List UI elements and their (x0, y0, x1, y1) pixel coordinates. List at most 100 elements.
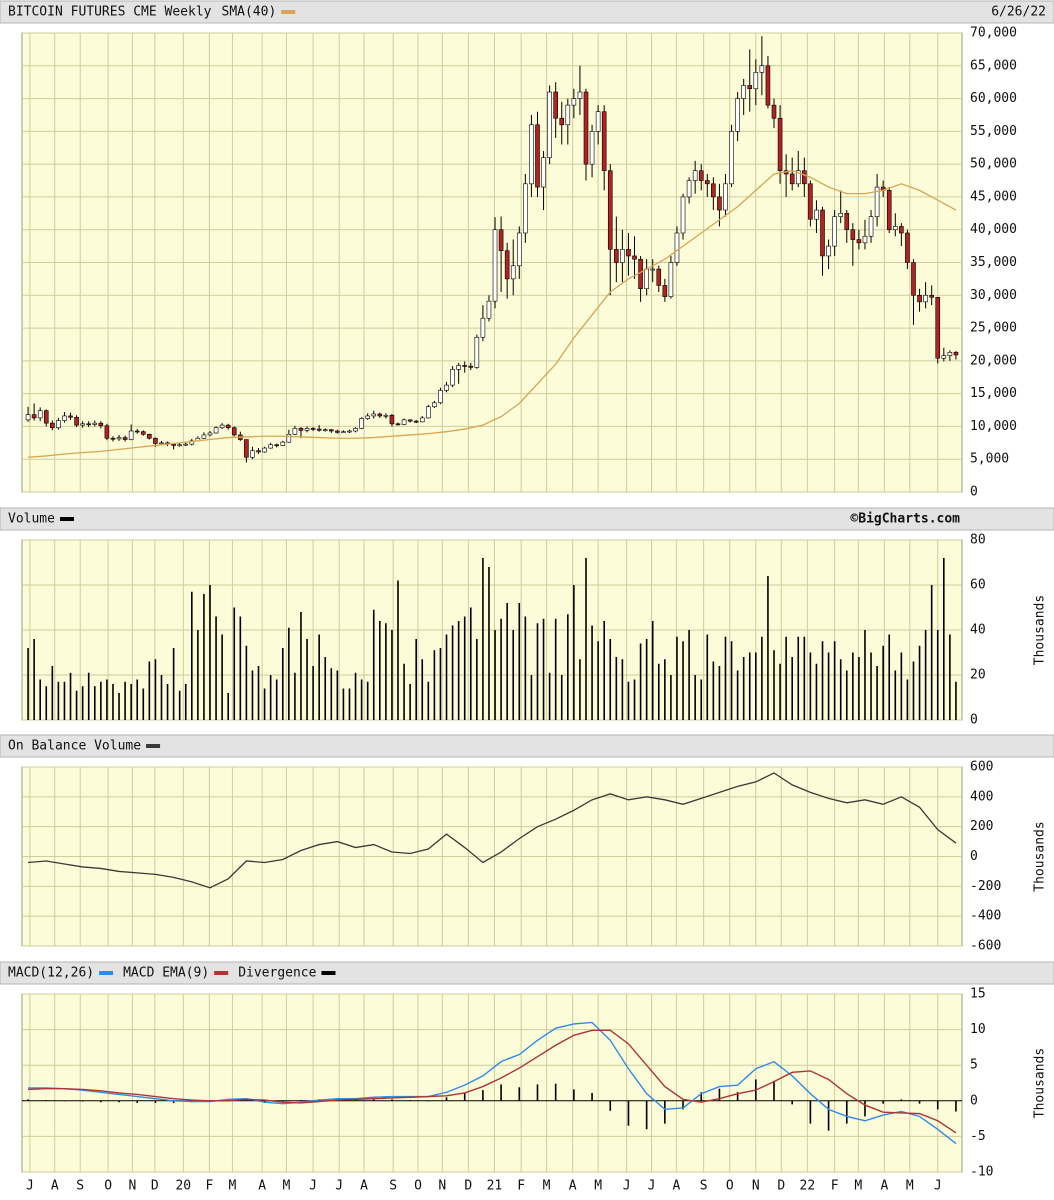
candle-body (765, 65, 771, 106)
x-tick-label: A (880, 1179, 888, 1194)
candle-body (389, 414, 395, 425)
x-tick-label: N (752, 1179, 760, 1194)
divergence-bar (700, 1092, 703, 1101)
divergence-bar (609, 1100, 612, 1111)
x-tick-label: 20 (175, 1179, 191, 1194)
y-tick-label: -600 (970, 939, 1001, 954)
volume-bar (845, 670, 848, 720)
volume-bar (882, 645, 884, 720)
volume-bar (554, 618, 557, 720)
candle-body (571, 98, 577, 106)
chart-title: BITCOIN FUTURES CME Weekly (8, 5, 212, 20)
x-tick-label: D (777, 1179, 785, 1194)
candle-body (110, 437, 116, 440)
candle-body (292, 428, 298, 435)
volume-bar (900, 652, 903, 720)
candle-body (704, 180, 710, 185)
divergence-bar (63, 1100, 66, 1102)
divergence-bar (300, 1100, 302, 1101)
volume-bar (852, 652, 854, 720)
volume-bar (403, 663, 405, 720)
x-tick-label: A (360, 1179, 368, 1194)
y-tick-label: 15 (970, 987, 986, 1002)
volume-bar (397, 580, 399, 720)
candle-body (322, 429, 328, 432)
sma-line (28, 170, 957, 458)
candle-body (820, 209, 825, 257)
volume-bar (160, 675, 163, 720)
volume-bar (342, 688, 345, 720)
volume-bar (39, 679, 41, 720)
volume-bar (706, 634, 709, 720)
candle-body (723, 183, 728, 211)
candle-body (632, 255, 637, 260)
candle-body (274, 444, 280, 447)
legend-swatch (146, 744, 161, 748)
candle-body (541, 157, 546, 188)
header-bar (0, 961, 1054, 985)
candle-body (231, 427, 237, 436)
volume-bar (154, 659, 157, 720)
legend-label: MACD EMA(9) (123, 966, 209, 981)
divergence-bar (554, 1083, 557, 1101)
candle-body (213, 427, 219, 434)
divergence-bar (391, 1099, 393, 1101)
volume-bar (645, 639, 648, 720)
divergence-bar (518, 1087, 521, 1101)
y-tick-label: 400 (970, 789, 993, 804)
legend-swatch (281, 10, 296, 14)
divergence-bar (136, 1100, 139, 1103)
volume-bar (573, 585, 575, 720)
divergence-bar (900, 1099, 903, 1101)
divergence-bar (81, 1100, 84, 1102)
candle-body (426, 406, 431, 419)
candle-body (462, 365, 468, 367)
x-tick-label: 22 (800, 1179, 816, 1194)
obv-line (28, 772, 957, 889)
volume-bar (239, 616, 242, 720)
volume-bar (427, 681, 430, 720)
y-tick-label: 60 (970, 578, 986, 593)
volume-bar (676, 636, 678, 720)
candle-body (607, 170, 613, 250)
volume-bar (275, 679, 278, 720)
candle-body (656, 268, 662, 286)
volume-bar (500, 618, 502, 720)
y-tick-label: 10,000 (970, 419, 1017, 434)
y-tick-label: 600 (970, 760, 993, 775)
candle-body (935, 296, 941, 359)
divergence-bar (773, 1080, 775, 1101)
volume-bar (251, 670, 254, 720)
candle-body (862, 235, 868, 244)
volume-bar (803, 636, 806, 720)
y-tick-label: 70,000 (970, 26, 1017, 41)
volume-bar (894, 670, 897, 720)
divergence-bar (427, 1100, 430, 1102)
volume-bar (955, 681, 957, 720)
candle-body (201, 434, 207, 439)
x-tick-label: M (854, 1179, 862, 1194)
candle-body (911, 262, 916, 296)
volume-bar (409, 684, 411, 720)
divergence-bar (409, 1100, 411, 1101)
volume-bar (888, 634, 891, 720)
volume-bar (263, 688, 266, 720)
candle-body (868, 216, 874, 237)
volume-bar (463, 616, 466, 720)
volume-bar (912, 661, 915, 720)
volume-bar (300, 612, 302, 720)
candle-body (698, 170, 704, 181)
volume-bar (585, 558, 587, 720)
volume-bar (864, 630, 866, 720)
volume-bar (627, 681, 630, 720)
volume-bar (184, 684, 187, 720)
volume-bar (943, 558, 945, 720)
x-tick-label: N (128, 1179, 136, 1194)
volume-bar (33, 639, 35, 720)
candle-body (777, 117, 783, 172)
volume-bar (918, 645, 921, 720)
divergence-bar (682, 1100, 684, 1110)
candle-body (553, 91, 558, 119)
x-tick-label: O (104, 1179, 112, 1194)
